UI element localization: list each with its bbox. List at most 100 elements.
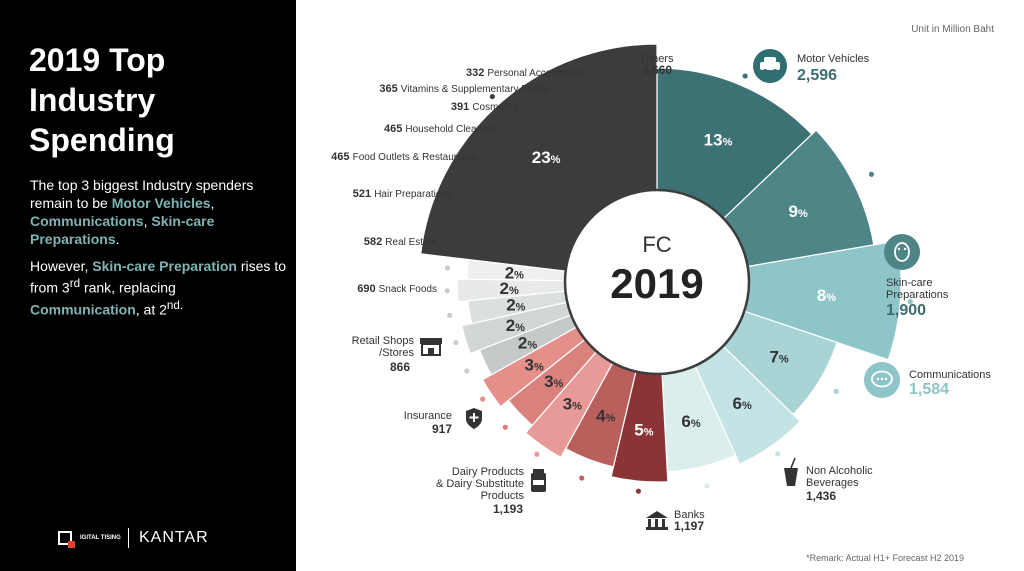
description-paragraph-1: The top 3 biggest Industry spenders rema…: [30, 176, 286, 248]
store-icon: [420, 338, 442, 356]
marker-dot-insurance: [635, 488, 642, 494]
label-real-estate: 582 Real Estate: [364, 236, 438, 248]
label-dairy-line1: Dairy Products: [452, 466, 525, 478]
marker-dot-cosmetics: [447, 312, 453, 319]
marker-dot-others: [489, 93, 495, 100]
highlight-communication: Communication: [30, 301, 136, 318]
marker-dot-real-estate: [502, 424, 508, 430]
name-personal-accessories: Personal Accessories: [487, 68, 583, 79]
label-hair-preparations: 521 Hair Preparations: [353, 188, 452, 200]
ordinal-suffix: nd.: [166, 298, 184, 312]
label-skin-care-line1: Skin-care: [886, 277, 932, 289]
desc-text: rises to from 3: [30, 258, 286, 296]
name-vitamins-supplementary-foods: Vitamins & Supplementary Foods: [401, 84, 549, 95]
marker-dot-personal-accessories: [444, 265, 451, 271]
value-banks: 1,197: [674, 519, 704, 533]
desc-text: However,: [30, 258, 93, 274]
value-motor-vehicles: 2,596: [797, 67, 837, 84]
drink-icon: [784, 457, 798, 486]
marker-dot-retail-shops-stores: [579, 475, 585, 481]
marker-dot-household-cleaners: [453, 340, 459, 346]
value-skin-care: 1,900: [886, 302, 926, 319]
label-vitamins-supplementary-foods: 365 Vitamins & Supplementary Foods: [379, 83, 549, 95]
value-dairy: 1,193: [493, 502, 523, 516]
left-panel: 2019 Top Industry Spending The top 3 big…: [0, 0, 296, 571]
center-layer: FC 2019: [563, 188, 751, 376]
label-cosmetics: 391 Cosmetics: [451, 101, 519, 113]
bank-icon: [646, 511, 668, 530]
digital-logo-text: IGITAL TISING: [80, 534, 121, 541]
digital-logo-icon: [58, 531, 75, 548]
label-layer: Motor Vehicles 2,596 Skin-carePreparations…: [331, 49, 991, 533]
value-snack-foods: 690: [357, 283, 378, 295]
value-vitamins-supplementary-foods: 365: [379, 83, 400, 95]
desc-text: , at 2: [135, 301, 167, 318]
desc-text: .: [115, 231, 120, 247]
value-real-estate: 582: [364, 236, 385, 248]
description-paragraph-2: However, Skin-care Preparation rises to …: [30, 257, 286, 318]
marker-dot-communications: [907, 299, 913, 305]
logo-divider: [128, 528, 129, 548]
marker-dot-hair-preparations: [480, 396, 486, 402]
speech-bubble-icon: [871, 370, 893, 388]
value-others: 4,660: [642, 63, 672, 77]
highlight-skin-care-preparation: Skin-care Preparation: [92, 258, 237, 274]
value-communications: 1,584: [909, 381, 949, 398]
label-skin-care-line2: Preparations: [886, 289, 949, 301]
name-snack-foods: Snack Foods: [379, 284, 437, 295]
label-banks: Banks: [674, 509, 705, 521]
marker-dot-dairy-products-dairy-substitute-products: [704, 483, 710, 489]
highlight-motor-vehicles: Motor Vehicles: [111, 195, 211, 211]
name-real-estate: Real Estate: [385, 237, 437, 248]
marker-dot-non-alcoholic-beverages: [833, 388, 839, 394]
marker-dot-food-outlets-restaurants: [464, 368, 470, 374]
value-retail: 866: [390, 360, 410, 374]
name-food-outlets-restaurants: Food Outlets & Restaurants: [353, 152, 476, 163]
desc-text: The top 3 biggest Industry spenders rema…: [30, 177, 254, 211]
label-food-outlets-restaurants: 465 Food Outlets & Restaurants: [331, 151, 476, 163]
label-retail-line2: /Stores: [379, 347, 414, 359]
label-dairy-line3: Products: [481, 490, 525, 502]
highlight-communications: Communications: [30, 213, 144, 229]
marker-dot-banks: [775, 451, 781, 457]
description: The top 3 biggest Industry spenders rema…: [30, 176, 286, 327]
value-insurance: 917: [432, 422, 452, 436]
label-snack-foods: 690 Snack Foods: [357, 283, 437, 295]
marker-dot-vitamins-supplementary-foods: [444, 288, 450, 294]
label-insurance: Insurance: [404, 410, 452, 422]
name-cosmetics: Cosmetics: [472, 102, 519, 113]
name-hair-preparations: Hair Preparations: [374, 189, 452, 200]
marker-dot-snack-foods: [534, 451, 540, 457]
value-cosmetics: 391: [451, 101, 472, 113]
ordinal-suffix: rd: [69, 277, 81, 290]
unit-note: Unit in Million Baht: [911, 24, 994, 35]
milk-icon: [531, 469, 546, 492]
center-year: 2019: [610, 260, 703, 307]
page-title: 2019 Top Industry Spending: [29, 42, 175, 158]
label-household-cleaners: 465 Household Cleaners: [384, 123, 496, 135]
label-motor-vehicles: Motor Vehicles: [797, 53, 870, 65]
desc-text: ,: [210, 195, 215, 211]
center-label: FC: [642, 232, 671, 257]
footer-logos: IGITAL TISING KANTAR: [58, 528, 209, 548]
desc-text: ,: [143, 213, 152, 229]
label-others: Others: [640, 53, 674, 65]
label-dairy-line2: & Dairy Substitute: [436, 478, 524, 490]
value-food-outlets-restaurants: 465: [331, 151, 352, 163]
label-communications: Communications: [909, 369, 991, 381]
highlight-skin-care: Skin-care Preparations: [30, 213, 215, 247]
value-household-cleaners: 465: [384, 123, 405, 135]
label-retail-line1: Retail Shops: [352, 335, 415, 347]
name-household-cleaners: Household Cleaners: [405, 124, 496, 135]
car-icon: [760, 57, 780, 73]
value-beverages: 1,436: [806, 489, 836, 503]
center-disc: [563, 188, 751, 376]
marker-dot-skin-care-preparations: [868, 171, 875, 177]
remark-note: *Remark: Actual H1+ Forecast H2 2019: [806, 553, 964, 563]
kantar-logo: KANTAR: [139, 529, 209, 546]
desc-text: rank, replacing: [80, 279, 176, 296]
value-personal-accessories: 332: [466, 67, 487, 79]
value-hair-preparations: 521: [353, 188, 374, 200]
label-beverages-line2: Beverages: [806, 477, 859, 489]
